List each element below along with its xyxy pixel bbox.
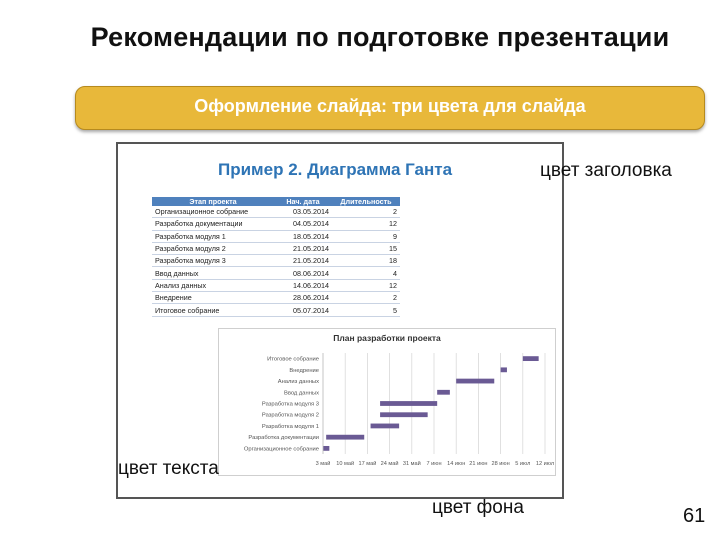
table-header-row: Этап проекта Нач. дата Длительность: [152, 197, 400, 206]
category-label: Организационное собрание: [244, 446, 319, 452]
cell-start-date: 18.05.2014: [274, 230, 332, 243]
cell-stage: Итоговое собрание: [152, 303, 274, 317]
gantt-svg: 3 май 10 май 17 май 24 май 31 май 7 июн 14 июн…: [244, 353, 554, 467]
gantt-bar: [456, 378, 495, 384]
slide-title: Рекомендации по подготовке презентации: [90, 22, 670, 52]
x-tick-label: 28 июн: [492, 461, 510, 467]
cell-stage: Ввод данных: [152, 266, 274, 280]
table-row: Разработка документации 04.05.2014 12: [152, 217, 400, 231]
cell-stage: Организационное собрание: [152, 206, 274, 219]
cell-stage: Разработка модуля 3: [152, 254, 274, 268]
x-tick-label: 12 июл: [536, 461, 554, 467]
table-row: Разработка модуля 2 21.05.2014 15: [152, 242, 400, 256]
cell-start-date: 21.05.2014: [274, 242, 332, 256]
cell-duration: 15: [332, 242, 400, 256]
x-tick-label: 5 июл: [515, 461, 530, 467]
cell-duration: 9: [332, 230, 400, 243]
x-tick-label: 21 июн: [469, 461, 487, 467]
cell-start-date: 14.06.2014: [274, 279, 332, 293]
cell-duration: 5: [332, 303, 400, 317]
x-tick-label: 17 май: [358, 460, 376, 467]
table-row: Разработка модуля 1 18.05.2014 9: [152, 230, 400, 243]
cell-stage: Внедрение: [152, 291, 274, 305]
category-label: Разработка модуля 2: [262, 413, 319, 419]
cell-duration: 2: [332, 291, 400, 305]
cell-duration: 12: [332, 279, 400, 293]
cell-start-date: 21.05.2014: [274, 254, 332, 268]
note-text-color: цвет текста: [118, 458, 219, 479]
cell-duration: 18: [332, 254, 400, 268]
x-tick-label: 31 май: [403, 460, 421, 467]
gantt-bar: [437, 389, 450, 395]
gantt-bar: [380, 412, 428, 418]
cell-start-date: 03.05.2014: [274, 206, 332, 219]
table-row: Организационное собрание 03.05.2014 2: [152, 206, 400, 219]
gantt-bar: [323, 445, 330, 451]
table-header-stage: Этап проекта: [152, 197, 274, 206]
cell-duration: 2: [332, 206, 400, 219]
x-tick-label: 14 июн: [447, 461, 465, 467]
cell-stage: Анализ данных: [152, 279, 274, 293]
note-background-color: цвет фона: [432, 497, 524, 518]
table-header-start: Нач. дата: [274, 197, 332, 206]
table-row: Анализ данных 14.06.2014 12: [152, 279, 400, 293]
table-header-duration: Длительность: [332, 197, 400, 206]
x-tick-label: 10 май: [336, 460, 354, 467]
category-label: Внедрение: [289, 368, 319, 374]
banner-text: Оформление слайда: три цвета для слайда: [194, 96, 586, 116]
cell-start-date: 05.07.2014: [274, 303, 332, 317]
chart-title: План разработки проекта: [333, 333, 441, 343]
x-tick-label: 3 май: [316, 460, 331, 467]
category-label: Ввод данных: [284, 390, 319, 396]
subtitle-banner: Оформление слайда: три цвета для слайда: [75, 86, 705, 130]
x-tick-label: 7 июн: [426, 461, 441, 467]
note-header-color: цвет заголовка: [540, 160, 672, 181]
cell-stage: Разработка документации: [152, 217, 274, 231]
category-label: Разработка модуля 3: [262, 402, 319, 408]
category-label: Итоговое собрание: [267, 357, 319, 363]
cell-duration: 4: [332, 266, 400, 280]
tasks-table: Этап проекта Нач. дата Длительность Орга…: [152, 197, 400, 317]
table-row: Разработка модуля 3 21.05.2014 18: [152, 254, 400, 268]
gantt-chart: План разработки проекта 3 май 10 май 17 ма…: [218, 328, 556, 476]
gantt-bar: [370, 423, 400, 429]
cell-stage: Разработка модуля 2: [152, 242, 274, 256]
gantt-bar: [522, 356, 539, 362]
cell-start-date: 28.06.2014: [274, 291, 332, 305]
gantt-bar: [326, 434, 365, 440]
x-tick-label: 24 май: [381, 460, 399, 467]
cell-stage: Разработка модуля 1: [152, 230, 274, 243]
gantt-bar: [380, 401, 438, 406]
table-row: Итоговое собрание 05.07.2014 5: [152, 303, 400, 317]
example-title: Пример 2. Диаграмма Ганта: [218, 160, 453, 179]
category-label: Анализ данных: [278, 379, 319, 385]
table-row: Внедрение 28.06.2014 2: [152, 291, 400, 305]
category-label: Разработка документации: [248, 435, 319, 441]
page-number: 61: [683, 505, 706, 527]
gantt-bar: [500, 367, 507, 373]
cell-duration: 12: [332, 217, 400, 231]
cell-start-date: 04.05.2014: [274, 217, 332, 231]
table-row: Ввод данных 08.06.2014 4: [152, 266, 400, 280]
category-label: Разработка модуля 1: [262, 424, 319, 430]
cell-start-date: 08.06.2014: [274, 266, 332, 280]
